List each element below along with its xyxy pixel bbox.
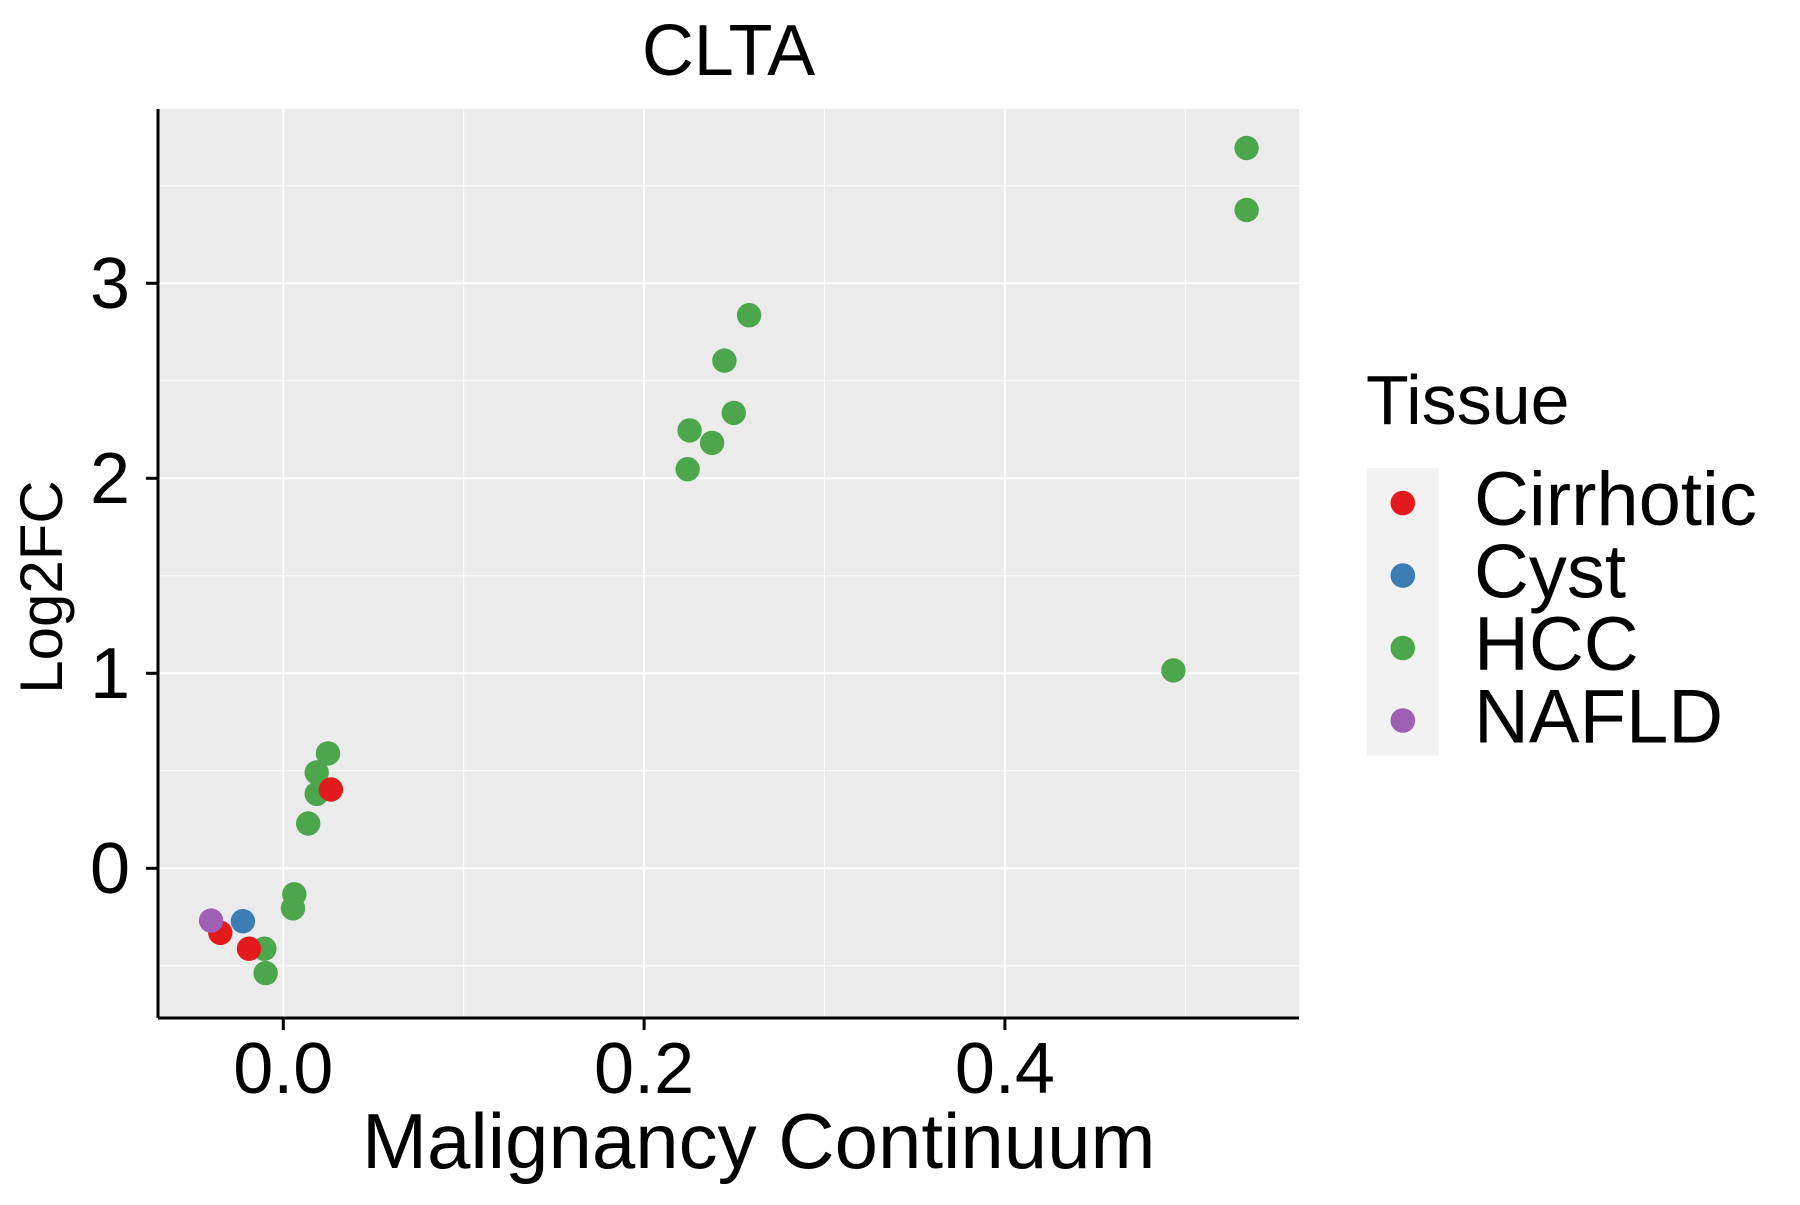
svg-text:Malignancy Continuum: Malignancy Continuum [362, 1097, 1155, 1185]
svg-text:3: 3 [90, 244, 130, 324]
svg-text:0.0: 0.0 [233, 1029, 333, 1109]
svg-text:Tissue: Tissue [1366, 361, 1570, 439]
svg-text:0: 0 [90, 829, 130, 909]
svg-text:2: 2 [90, 439, 130, 519]
svg-text:Log2FC: Log2FC [8, 480, 75, 693]
svg-text:NAFLD: NAFLD [1474, 675, 1723, 760]
svg-text:1: 1 [90, 634, 130, 714]
svg-text:CLTA: CLTA [642, 11, 815, 91]
